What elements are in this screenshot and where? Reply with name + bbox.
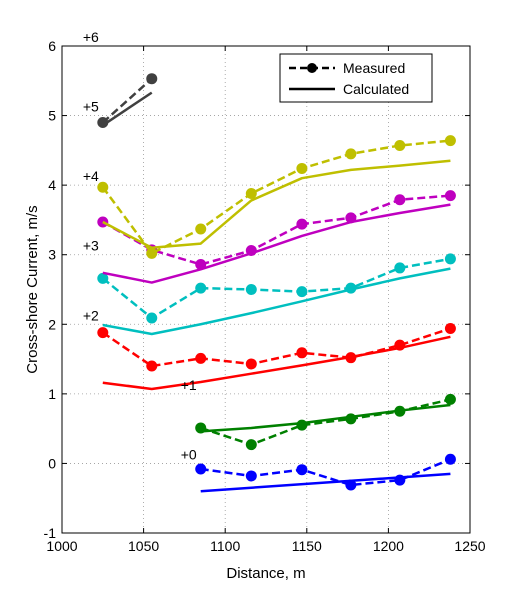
measured-point	[245, 284, 257, 295]
calculated-line	[102, 91, 153, 127]
measured-line	[102, 194, 451, 266]
measured-point	[444, 253, 456, 265]
offset-labels: +0 +1 +2 +3 +4 +5 +6	[83, 29, 197, 462]
measured-point	[245, 439, 257, 451]
measured-line	[102, 327, 451, 368]
legend: Measured Calculated	[279, 53, 433, 103]
measured-point	[97, 117, 109, 129]
legend-measured-label: Measured	[343, 60, 405, 76]
x-tick-label: 1150	[292, 538, 322, 554]
measured-point	[345, 282, 357, 294]
measured-point	[146, 312, 158, 324]
measured-point	[296, 419, 308, 431]
measured-point	[444, 190, 456, 202]
measured-line	[200, 398, 451, 446]
measured-point	[245, 470, 257, 482]
legend-measured-marker	[307, 63, 317, 73]
measured-point	[296, 347, 308, 359]
measured-point	[394, 194, 406, 206]
y-axis-label: Cross-shore Current, m/s	[24, 205, 41, 373]
measured-point	[444, 453, 456, 465]
measured-point	[394, 405, 406, 417]
x-tick-label: 1000	[46, 538, 77, 554]
x-tick-label: 1100	[210, 538, 240, 554]
series-2	[97, 322, 456, 391]
calculated-line	[200, 472, 451, 493]
series-3	[97, 253, 456, 336]
offset-label: +2	[83, 307, 99, 323]
offset-label: +6	[83, 29, 99, 45]
measured-point	[394, 339, 406, 351]
y-tick-label: 2	[48, 316, 56, 332]
legend-box	[279, 53, 433, 103]
measured-point	[444, 322, 456, 334]
measured-point	[146, 73, 158, 85]
y-tick-label: 5	[48, 108, 56, 124]
y-tick-label: 6	[48, 38, 56, 54]
y-tick-label: 4	[48, 177, 56, 193]
x-axis-label: Distance, m	[226, 565, 305, 582]
offset-label: +5	[83, 99, 99, 115]
series-layer	[97, 73, 456, 493]
measured-line	[101, 139, 451, 255]
measured-point	[444, 393, 456, 405]
measured-point	[345, 212, 357, 224]
offset-label: +4	[83, 168, 99, 184]
measured-point	[245, 187, 257, 199]
measured-point	[245, 358, 257, 370]
measured-point	[296, 286, 308, 298]
measured-point	[195, 352, 207, 364]
measured-point	[345, 352, 357, 364]
measured-line	[200, 458, 451, 487]
measured-point	[146, 247, 158, 259]
series-5	[97, 135, 456, 259]
measured-point	[195, 282, 207, 294]
series-0	[195, 453, 456, 493]
measured-point	[394, 474, 406, 486]
offset-label: +1	[181, 377, 197, 393]
measured-point	[296, 464, 308, 476]
x-tick-label: 1250	[454, 538, 485, 554]
measured-point	[195, 422, 207, 434]
measured-point	[345, 479, 357, 491]
measured-point	[97, 181, 109, 193]
measured-line	[102, 257, 451, 320]
calculated-line	[102, 203, 451, 284]
measured-point	[444, 135, 456, 147]
calculated-line	[200, 403, 451, 433]
calculated-line	[102, 159, 451, 250]
y-tick-label: 1	[48, 386, 56, 402]
offset-label: +0	[181, 446, 197, 462]
measured-point	[394, 262, 406, 274]
measured-point	[296, 218, 308, 230]
measured-point	[245, 245, 257, 257]
series-6	[97, 73, 158, 129]
plot-frame	[61, 45, 471, 534]
measured-point	[345, 413, 357, 425]
legend-calculated-label: Calculated	[343, 81, 409, 97]
measured-line	[101, 77, 153, 124]
measured-point	[195, 463, 207, 475]
measured-point	[195, 258, 207, 270]
series-1	[195, 393, 456, 451]
y-tick-label: 0	[48, 455, 56, 471]
measured-point	[394, 139, 406, 151]
y-tick-label: 3	[48, 247, 56, 263]
measured-point	[97, 272, 109, 284]
offset-label: +3	[83, 238, 99, 254]
measured-point	[296, 162, 308, 174]
calculated-line	[102, 267, 451, 336]
y-tick-label: -1	[44, 525, 57, 541]
measured-point	[345, 148, 357, 160]
measured-point	[146, 360, 158, 372]
axis-ticks: 1000 1050 1100 1150 1200 1250 -1 0 1 2 3 4 5 6	[44, 38, 486, 554]
measured-point	[195, 223, 207, 235]
measured-point	[97, 327, 109, 339]
x-tick-label: 1050	[128, 538, 159, 554]
grid	[61, 45, 471, 534]
x-tick-label: 1200	[373, 538, 404, 554]
calculated-line	[102, 335, 451, 391]
